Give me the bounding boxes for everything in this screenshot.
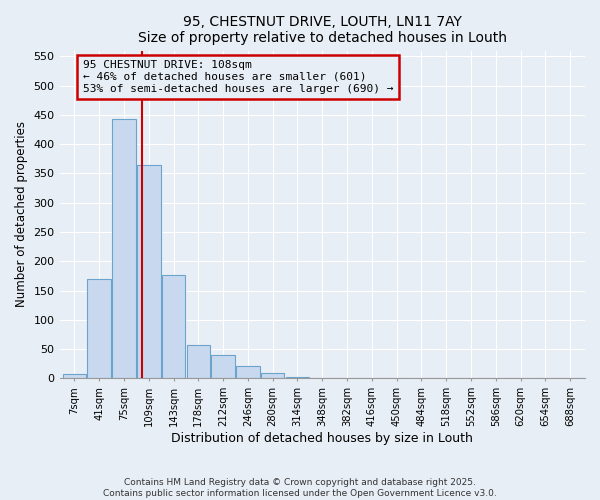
- Bar: [62, 374, 86, 378]
- Text: Contains HM Land Registry data © Crown copyright and database right 2025.
Contai: Contains HM Land Registry data © Crown c…: [103, 478, 497, 498]
- Text: 95 CHESTNUT DRIVE: 108sqm
← 46% of detached houses are smaller (601)
53% of semi: 95 CHESTNUT DRIVE: 108sqm ← 46% of detac…: [83, 60, 393, 94]
- Bar: [137, 164, 161, 378]
- Bar: [112, 119, 136, 378]
- Bar: [88, 279, 111, 378]
- Bar: [187, 345, 210, 378]
- Bar: [162, 275, 185, 378]
- Bar: [211, 355, 235, 378]
- X-axis label: Distribution of detached houses by size in Louth: Distribution of detached houses by size …: [172, 432, 473, 445]
- Y-axis label: Number of detached properties: Number of detached properties: [15, 122, 28, 308]
- Bar: [261, 372, 284, 378]
- Bar: [236, 366, 260, 378]
- Title: 95, CHESTNUT DRIVE, LOUTH, LN11 7AY
Size of property relative to detached houses: 95, CHESTNUT DRIVE, LOUTH, LN11 7AY Size…: [138, 15, 507, 45]
